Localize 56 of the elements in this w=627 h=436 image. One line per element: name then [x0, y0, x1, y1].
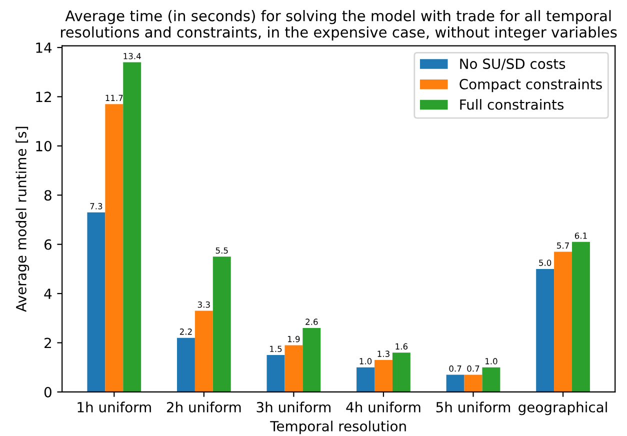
data-label: 1.0 [485, 358, 498, 364]
y-axis-title: Average model runtime [s] [16, 126, 30, 312]
y-tick-label: 4 [44, 288, 52, 299]
x-tick-label: 1h uniform [78, 402, 151, 412]
data-label: 0.7 [467, 365, 480, 372]
y-tick-label: 14 [36, 42, 52, 53]
bar [87, 212, 106, 392]
x-axis-title: Temporal resolution [270, 420, 406, 434]
data-label: 5.7 [557, 242, 569, 249]
bar [446, 374, 464, 392]
data-label: 6.1 [574, 232, 587, 239]
data-label: 11.7 [106, 94, 123, 101]
data-label: 5.5 [216, 247, 228, 254]
bar [123, 62, 142, 392]
x-tick-label: 2h uniform [166, 402, 241, 412]
x-tick-label: geographical [518, 402, 607, 416]
bar [266, 355, 285, 392]
y-tick-label: 10 [36, 140, 52, 152]
y-tick-label: 0 [44, 386, 52, 398]
bar [356, 367, 374, 392]
bar [536, 268, 554, 392]
data-label: 2.2 [180, 328, 192, 335]
bar [392, 352, 410, 392]
bar [572, 242, 590, 392]
y-tick-label: 6 [44, 239, 52, 250]
bar [176, 338, 195, 392]
x-tick-label: 5h uniform [436, 402, 510, 412]
y-tick-label: 8 [44, 190, 52, 201]
y-tick-label: 12 [36, 92, 51, 102]
y-tick-label: 2 [44, 338, 51, 348]
data-label: 5.0 [539, 260, 552, 266]
bar [464, 374, 482, 392]
data-label: 3.3 [198, 301, 210, 308]
bar [284, 345, 303, 392]
data-label: 1.3 [378, 350, 390, 357]
data-label: 2.6 [306, 318, 318, 325]
legend-label: Compact constraints [460, 78, 602, 92]
data-label: 7.3 [90, 203, 102, 210]
legend-label: No SU/SD costs [460, 58, 566, 70]
bar [194, 310, 213, 392]
bar [212, 256, 231, 392]
data-label: 1.6 [396, 343, 408, 350]
bar [105, 104, 124, 392]
bar [302, 328, 321, 392]
data-label: 13.4 [124, 52, 141, 60]
legend-label: Full constraints [460, 99, 564, 110]
x-tick-label: 3h uniform [256, 402, 330, 412]
data-label: 1.0 [360, 358, 372, 364]
chart-title: Average time (in seconds) for solving the model with trade for all temporal resolutions and constraints, in the expensive case, without integer variables [61, 10, 617, 40]
x-tick-label: 4h uniform [346, 402, 420, 412]
bar [374, 360, 392, 392]
bar [554, 252, 572, 392]
data-label: 1.5 [270, 346, 282, 352]
bar [482, 367, 500, 392]
data-label: 1.9 [288, 336, 300, 342]
data-label: 0.7 [449, 365, 462, 372]
